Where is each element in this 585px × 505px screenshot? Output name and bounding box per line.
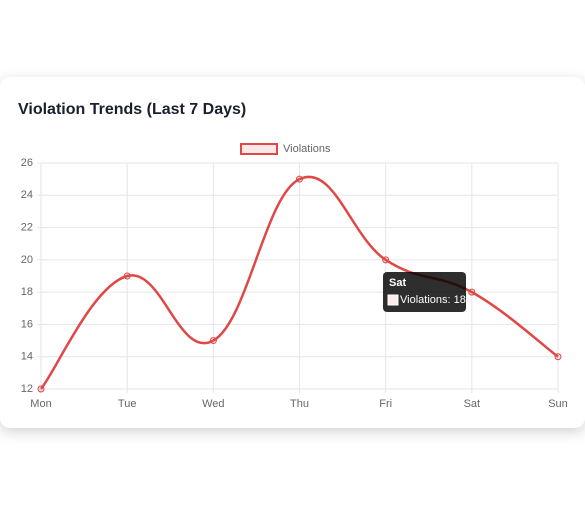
y-tick-label: 16 bbox=[21, 318, 33, 330]
data-point bbox=[468, 288, 476, 296]
y-tick-label: 18 bbox=[21, 286, 33, 298]
legend-label: Violations bbox=[283, 143, 331, 155]
x-tick-label: Fri bbox=[379, 398, 392, 410]
tooltip-swatch bbox=[387, 294, 399, 306]
tooltip-title: Sat bbox=[389, 277, 406, 289]
data-point bbox=[123, 272, 131, 280]
data-point bbox=[554, 353, 562, 361]
y-tick-label: 12 bbox=[21, 383, 33, 395]
data-point bbox=[37, 385, 45, 393]
data-point bbox=[382, 256, 390, 264]
tooltip: Sat Violations: 18 bbox=[383, 272, 466, 312]
x-tick-label: Tue bbox=[118, 398, 137, 410]
x-tick-label: Mon bbox=[30, 398, 51, 410]
x-tick-label: Thu bbox=[290, 398, 309, 410]
x-tick-label: Wed bbox=[202, 398, 224, 410]
chart-card bbox=[0, 77, 585, 428]
y-tick-label: 26 bbox=[21, 157, 33, 169]
y-tick-label: 24 bbox=[21, 189, 33, 201]
y-tick-label: 22 bbox=[21, 221, 33, 233]
tooltip-label: Violations: 18 bbox=[400, 294, 466, 306]
data-point bbox=[296, 175, 303, 183]
tooltip-box bbox=[383, 272, 466, 312]
x-tick-label: Sat bbox=[464, 398, 481, 410]
data-point bbox=[209, 337, 217, 345]
legend-swatch bbox=[240, 143, 278, 155]
y-tick-label: 14 bbox=[21, 351, 33, 363]
x-tick-label: Sun bbox=[548, 398, 568, 410]
y-tick-label: 20 bbox=[21, 254, 33, 266]
chart-title: Violation Trends (Last 7 Days) bbox=[18, 101, 247, 118]
